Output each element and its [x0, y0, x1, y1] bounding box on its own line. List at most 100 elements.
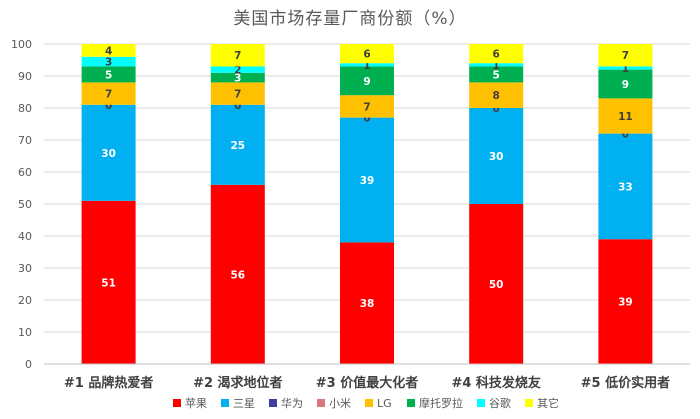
- legend-swatch: [317, 399, 325, 407]
- bar-segment: [598, 98, 653, 134]
- x-category-label: #4 科技发烧友: [451, 375, 540, 391]
- data-label: 33: [618, 181, 633, 193]
- bar-segment: [210, 66, 265, 73]
- data-label: 3: [105, 57, 112, 69]
- data-label: 1: [493, 60, 500, 72]
- y-tick-label: 80: [18, 102, 32, 115]
- legend-label: 华为: [281, 396, 303, 410]
- legend-label: 小米: [329, 397, 351, 410]
- data-label: 39: [618, 297, 633, 309]
- legend-label: 三星: [233, 397, 255, 410]
- bar-segment: [81, 44, 136, 57]
- bar-segment: [598, 66, 653, 70]
- data-label: 0: [234, 100, 241, 112]
- data-label: 50: [489, 279, 504, 291]
- bar-segment: [340, 66, 394, 96]
- legend-swatch: [477, 399, 485, 407]
- legend-swatch: [221, 399, 229, 407]
- data-label: 39: [360, 175, 375, 187]
- bar-segment: [210, 72, 265, 83]
- x-category-label: #5 低价实用者: [581, 375, 670, 391]
- bar-segment: [340, 242, 394, 364]
- bar-segment: [81, 82, 136, 105]
- bar-segment: [598, 133, 653, 240]
- bar-segment: [340, 44, 394, 64]
- data-label: 0: [622, 129, 629, 141]
- data-label: 1: [363, 60, 370, 72]
- data-label: 5: [493, 69, 500, 81]
- data-label: 11: [618, 111, 633, 123]
- data-label: 30: [489, 151, 504, 163]
- data-label: 0: [493, 103, 500, 115]
- bar-segment: [210, 44, 265, 67]
- data-label: 7: [105, 89, 112, 101]
- y-tick-label: 60: [18, 166, 32, 179]
- bar-segment: [210, 184, 265, 364]
- data-label: 0: [363, 113, 370, 125]
- bar-segment: [340, 63, 394, 67]
- y-tick-label: 10: [18, 326, 32, 339]
- bar-segment: [469, 66, 524, 83]
- legend-label: LG: [377, 397, 392, 410]
- x-category-label: #2 渴求地位者: [193, 375, 282, 391]
- data-label: 9: [363, 76, 370, 88]
- chart-title: 美国市场存量厂商份额（%）: [233, 9, 467, 29]
- bar-segment: [81, 66, 136, 83]
- y-tick-label: 30: [18, 262, 32, 275]
- y-tick-label: 0: [25, 358, 32, 371]
- bar-segment: [340, 95, 394, 118]
- y-tick-label: 50: [18, 198, 32, 211]
- bar-segment: [598, 44, 653, 67]
- legend-label: 苹果: [185, 396, 207, 410]
- y-tick-label: 40: [18, 230, 32, 243]
- data-label: 5: [105, 69, 112, 81]
- legend-swatch: [269, 399, 277, 407]
- data-label: 6: [363, 49, 370, 61]
- legend-label: 其它: [537, 396, 559, 410]
- data-label: 6: [493, 49, 500, 61]
- legend-swatch: [365, 399, 373, 407]
- legend-swatch: [173, 399, 181, 407]
- bar-segment: [598, 69, 653, 99]
- x-category-label: #3 价值最大化者: [316, 375, 418, 391]
- data-label: 7: [622, 50, 629, 62]
- y-tick-label: 20: [18, 294, 32, 307]
- data-label: 51: [101, 277, 116, 289]
- data-label: 30: [101, 148, 116, 160]
- bar-segment: [469, 108, 524, 204]
- legend-swatch: [407, 399, 415, 407]
- data-label: 4: [105, 45, 112, 57]
- bar-segment: [81, 200, 136, 364]
- data-label: 7: [234, 50, 241, 62]
- data-label: 3: [234, 73, 241, 85]
- bar-segment: [81, 56, 136, 67]
- bar-segment: [340, 117, 394, 243]
- data-label: 8: [493, 90, 500, 102]
- y-tick-label: 100: [11, 38, 32, 51]
- data-label: 7: [363, 101, 370, 113]
- bar-segment: [469, 82, 524, 108]
- data-label: 56: [230, 269, 245, 281]
- data-label: 2: [234, 65, 241, 77]
- bar-segment: [469, 44, 524, 64]
- legend-swatch: [525, 399, 533, 407]
- bar-segment: [210, 82, 265, 105]
- bar-segment: [469, 63, 524, 67]
- data-label: 9: [622, 79, 629, 91]
- legend-label: 摩托罗拉: [419, 396, 463, 410]
- data-label: 7: [234, 89, 241, 101]
- x-category-label: #1 品牌热爱者: [64, 375, 153, 391]
- data-label: 1: [622, 63, 629, 75]
- y-tick-label: 90: [18, 70, 32, 83]
- data-label: 38: [360, 298, 375, 310]
- legend-label: 谷歌: [489, 396, 511, 410]
- bar-segment: [469, 204, 524, 364]
- data-label: 0: [105, 100, 112, 112]
- data-label: 25: [230, 140, 245, 152]
- bar-segment: [81, 104, 136, 201]
- bar-segment: [598, 239, 653, 364]
- y-tick-label: 70: [18, 134, 32, 147]
- bar-segment: [210, 104, 265, 185]
